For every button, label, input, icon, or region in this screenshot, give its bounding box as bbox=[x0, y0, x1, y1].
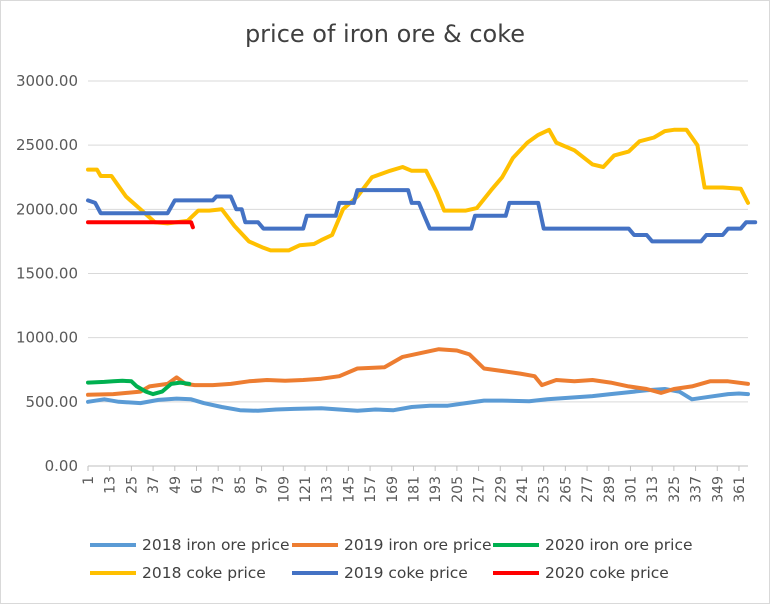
x-tick-label: 217 bbox=[472, 476, 488, 503]
y-tick-label: 3000.00 bbox=[16, 72, 78, 90]
legend-item-2020-coke: 2020 coke price bbox=[493, 564, 669, 582]
legend-label: 2019 iron ore price bbox=[344, 536, 492, 554]
x-tick-label: 133 bbox=[320, 476, 336, 503]
y-tick-label: 2000.00 bbox=[16, 200, 78, 218]
y-tick-label: 0.00 bbox=[45, 457, 78, 475]
x-tick-label: 325 bbox=[667, 476, 683, 503]
x-tick-label: 25 bbox=[124, 476, 140, 494]
legend-swatch bbox=[493, 571, 539, 575]
legend-swatch bbox=[292, 571, 338, 575]
x-tick-label: 361 bbox=[732, 476, 748, 503]
x-tick-label: 337 bbox=[689, 476, 705, 503]
x-tick-label: 181 bbox=[406, 476, 422, 503]
y-tick-label: 500.00 bbox=[26, 393, 79, 411]
legend-label: 2018 iron ore price bbox=[142, 536, 290, 554]
x-tick-label: 13 bbox=[103, 476, 119, 494]
legend-label: 2020 coke price bbox=[545, 564, 669, 582]
y-tick-label: 2500.00 bbox=[16, 136, 78, 154]
y-tick-label: 1500.00 bbox=[16, 265, 78, 283]
x-tick-label: 253 bbox=[537, 476, 553, 503]
x-tick-label: 277 bbox=[580, 476, 596, 503]
series-line bbox=[86, 127, 750, 253]
legend-item-2020-iron-ore: 2020 iron ore price bbox=[493, 536, 693, 554]
x-tick-label: 205 bbox=[450, 476, 466, 503]
x-tick-label: 121 bbox=[298, 476, 314, 503]
x-tick-label: 301 bbox=[623, 476, 639, 503]
series-line bbox=[86, 347, 750, 397]
x-tick-label: 85 bbox=[233, 476, 249, 494]
x-tick-label: 193 bbox=[428, 476, 444, 503]
x-tick-label: 97 bbox=[255, 476, 271, 494]
legend-swatch bbox=[90, 571, 136, 575]
legend-item-2019-iron-ore: 2019 iron ore price bbox=[292, 536, 492, 554]
x-tick-label: 313 bbox=[645, 476, 661, 503]
x-tick-label: 145 bbox=[341, 476, 357, 503]
legend-item-2019-coke: 2019 coke price bbox=[292, 564, 468, 582]
x-tick-label: 241 bbox=[515, 476, 531, 503]
x-tick-label: 265 bbox=[558, 476, 574, 503]
x-tick-label: 289 bbox=[602, 476, 618, 503]
legend-label: 2018 coke price bbox=[142, 564, 266, 582]
legend-label: 2020 iron ore price bbox=[545, 536, 693, 554]
x-tick-label: 49 bbox=[168, 476, 184, 494]
series-line bbox=[86, 188, 758, 244]
legend-item-2018-iron-ore: 2018 iron ore price bbox=[90, 536, 290, 554]
legend-swatch bbox=[90, 543, 136, 547]
x-tick-label: 37 bbox=[146, 476, 162, 494]
x-tick-label: 349 bbox=[710, 476, 726, 503]
series-line bbox=[86, 387, 750, 413]
legend-swatch bbox=[292, 543, 338, 547]
x-tick-label: 169 bbox=[385, 476, 401, 503]
legend-swatch bbox=[493, 543, 539, 547]
series-line bbox=[86, 378, 192, 397]
chart-title: price of iron ore & coke bbox=[244, 20, 526, 48]
x-tick-label: 157 bbox=[363, 476, 379, 503]
legend-item-2018-coke: 2018 coke price bbox=[90, 564, 266, 582]
series-line bbox=[86, 220, 195, 230]
x-tick-label: 109 bbox=[276, 476, 292, 503]
y-tick-label: 1000.00 bbox=[16, 329, 78, 347]
legend-label: 2019 coke price bbox=[344, 564, 468, 582]
x-tick-label: 229 bbox=[493, 476, 509, 503]
x-tick-label: 73 bbox=[211, 476, 227, 494]
x-tick-label: 1 bbox=[81, 476, 97, 485]
x-tick-label: 61 bbox=[189, 476, 205, 494]
